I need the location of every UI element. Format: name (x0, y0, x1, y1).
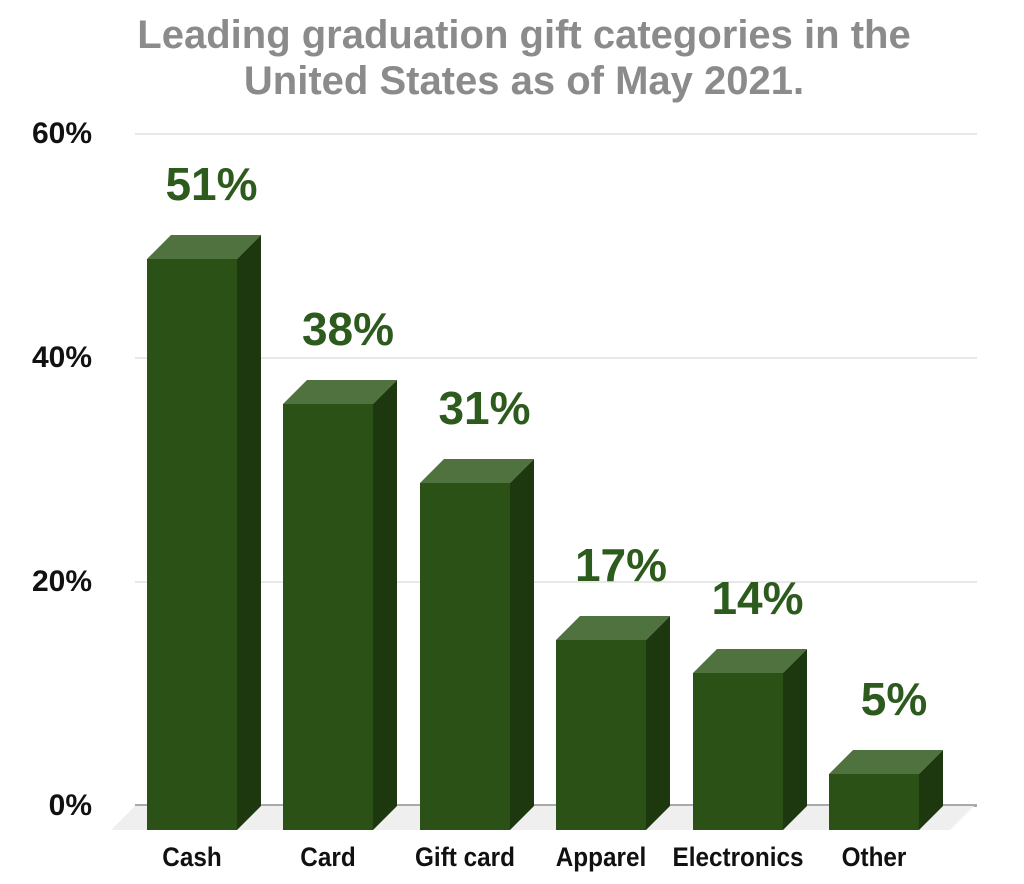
x-axis-category-label: Gift card (414, 842, 515, 872)
x-axis-category-label: Other (841, 842, 907, 872)
bar-front (283, 404, 373, 830)
x-axis-category-label: Card (300, 842, 356, 872)
y-axis-tick-label: 60% (31, 117, 92, 150)
chart-title: Leading graduation gift categories in th… (32, 12, 1016, 104)
bar-value-label: 51% (165, 157, 258, 210)
gridline (135, 133, 977, 135)
gridline (135, 357, 977, 359)
x-axis-category-label: Electronics (671, 842, 804, 872)
y-axis-tick-label: 20% (31, 565, 92, 598)
chart-title-line1: Leading graduation gift categories in th… (137, 13, 911, 57)
x-axis-category-label: Cash (161, 842, 222, 872)
bar-front (419, 482, 510, 830)
bar-front (692, 673, 783, 830)
bar-value-label: 31% (438, 381, 531, 434)
x-axis-category-label: Apparel (555, 842, 647, 872)
bar-value-label: 17% (574, 538, 668, 591)
y-axis-tick-label: 0% (48, 789, 92, 822)
bar-front (829, 774, 919, 830)
bar-front (146, 258, 237, 830)
bar-front (556, 639, 646, 830)
y-axis-tick-label: 40% (31, 341, 92, 374)
chart-title-line2: United States as of May 2021. (243, 59, 805, 103)
bar-value-label: 14% (711, 572, 804, 625)
gridline (135, 581, 977, 583)
bar-value-label: 38% (301, 303, 395, 356)
bar-value-label: 5% (860, 673, 928, 725)
